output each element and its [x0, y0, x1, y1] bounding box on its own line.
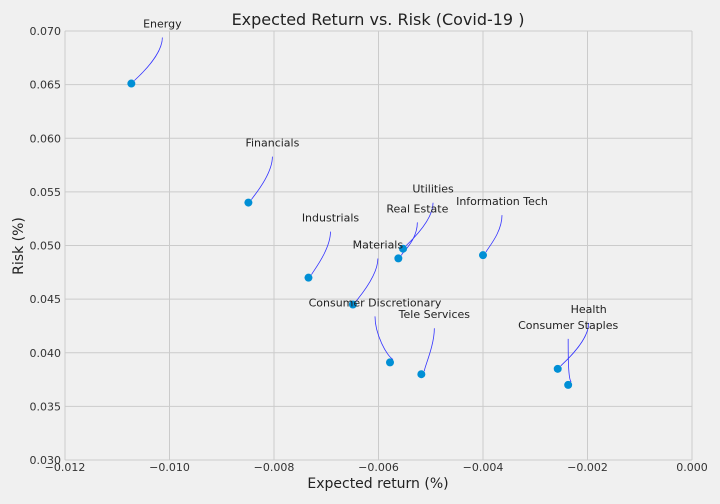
annotation-arrow — [400, 222, 418, 256]
point-label: Tele Services — [398, 308, 471, 321]
data-point — [385, 358, 394, 367]
y-tick-label: 0.070 — [30, 25, 62, 38]
x-tick-label: −0.012 — [45, 461, 86, 474]
grid-lines — [64, 30, 693, 461]
point-label: Real Estate — [386, 202, 448, 215]
x-tick-label: −0.006 — [358, 461, 399, 474]
annotation-arrow — [567, 338, 572, 383]
data-point — [479, 251, 487, 260]
y-tick-labels: 0.030 0.035 0.040 0.045 0.050 0.055 0.060 0.065… — [30, 25, 62, 467]
annotation-arrow — [311, 231, 331, 275]
y-tick-label: 0.035 — [30, 400, 62, 413]
point-label: Financials — [245, 137, 299, 150]
y-tick-label: 0.050 — [30, 240, 62, 253]
y-tick-label: 0.065 — [30, 79, 62, 92]
annotation-arrow — [374, 316, 394, 360]
data-point — [564, 380, 573, 389]
point-label: Health — [571, 303, 607, 316]
annotation-arrow — [423, 328, 435, 372]
point-label: Consumer Discretionary — [309, 296, 442, 309]
data-point — [304, 273, 313, 282]
annotation-arrows — [134, 37, 590, 383]
data-point — [417, 370, 426, 379]
data-point — [394, 254, 403, 263]
data-point — [127, 79, 136, 88]
y-tick-label: 0.040 — [30, 347, 62, 360]
point-label: Utilities — [412, 183, 454, 196]
annotation-arrow — [355, 258, 379, 302]
x-tick-label: −0.002 — [567, 461, 608, 474]
y-tick-label: 0.060 — [30, 132, 62, 145]
y-tick-label: 0.055 — [30, 186, 62, 199]
x-tick-labels: −0.012 −0.010 −0.008 −0.006 −0.004 −0.002 0.00… — [45, 461, 708, 474]
x-axis-label: Expected return (%) — [307, 476, 448, 492]
annotations: Energy Financials Industrials Materials Real… — [143, 18, 618, 332]
point-label: Industrials — [302, 212, 360, 225]
annotation-arrow — [485, 215, 503, 253]
y-tick-label: 0.030 — [30, 454, 62, 467]
annotation-arrow — [134, 37, 163, 81]
y-tick-label: 0.045 — [30, 293, 62, 306]
data-point — [553, 364, 562, 373]
data-point — [348, 300, 357, 309]
x-tick-label: −0.010 — [149, 461, 190, 474]
data-point — [244, 198, 253, 207]
point-label: Materials — [353, 238, 404, 251]
annotation-arrow — [251, 156, 273, 200]
y-axis-label: Risk (%) — [11, 217, 27, 275]
annotation-arrow — [405, 202, 434, 246]
data-point — [399, 244, 408, 253]
chart-title: Expected Return vs. Risk (Covid-19 ) — [232, 10, 525, 29]
point-label: Energy — [143, 18, 182, 31]
x-tick-label: −0.004 — [463, 461, 504, 474]
x-tick-label: 0.000 — [676, 461, 708, 474]
annotation-arrow — [560, 322, 590, 367]
point-label: Information Tech — [456, 195, 548, 208]
point-label: Consumer Staples — [518, 319, 618, 332]
x-tick-label: −0.008 — [254, 461, 295, 474]
data-points — [127, 79, 573, 389]
